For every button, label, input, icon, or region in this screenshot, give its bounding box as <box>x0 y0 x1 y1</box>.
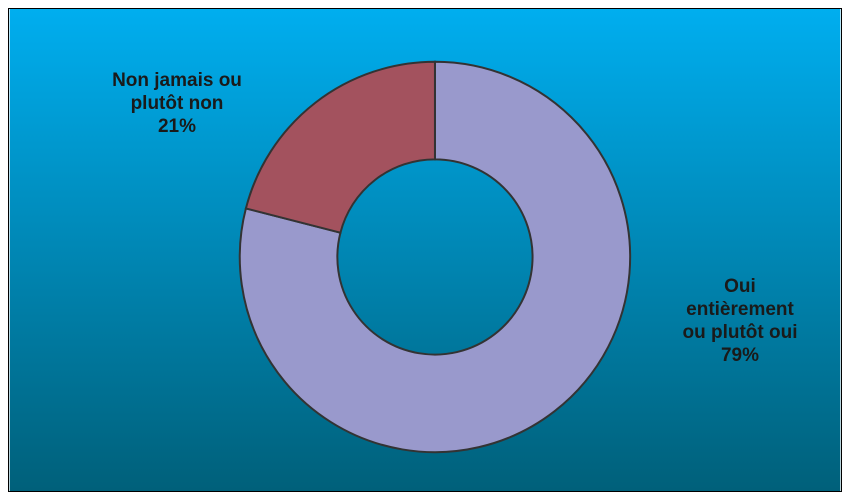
data-label-line: Non jamais ou <box>112 70 242 91</box>
donut-chart <box>9 9 841 491</box>
data-label-line: plutôt non <box>130 93 224 114</box>
chart-area: Non jamais ou plutôt non 21% Oui entière… <box>8 8 842 492</box>
data-label-oui: Oui entièrement ou plutôt oui 79% <box>645 275 835 367</box>
data-label-line: ou plutôt oui <box>682 322 798 343</box>
data-label-value: 21% <box>157 116 197 137</box>
donut-slice-1 <box>244 60 436 234</box>
slices-group <box>238 60 632 454</box>
data-label-line: entièrement <box>686 299 794 320</box>
data-label-non: Non jamais ou plutôt non 21% <box>77 69 277 138</box>
data-label-line: Oui <box>724 276 756 297</box>
donut-slice-0 <box>238 60 632 454</box>
data-label-value: 79% <box>720 345 760 366</box>
